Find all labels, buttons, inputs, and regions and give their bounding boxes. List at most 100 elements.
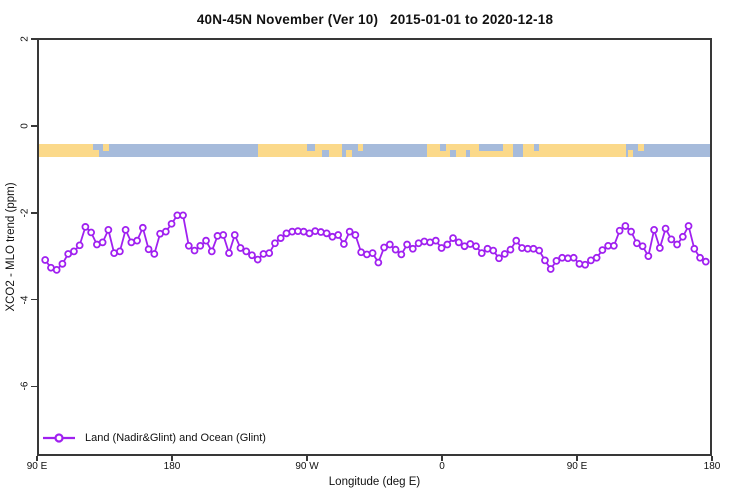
y-tick-label: -2 (19, 208, 31, 218)
map-band-segment (39, 144, 93, 157)
data-point-marker (598, 246, 607, 254)
data-point-marker (265, 249, 274, 258)
data-point-marker (495, 254, 503, 263)
data-point-marker (454, 238, 463, 247)
map-band-segment (534, 144, 539, 152)
data-point-marker (207, 247, 216, 256)
data-point-marker (385, 240, 394, 249)
x-tick-mark (36, 456, 38, 461)
y-tick-label: 0 (19, 123, 31, 129)
data-point-marker (242, 247, 251, 256)
data-point-marker (535, 246, 544, 255)
data-point-marker (650, 226, 658, 234)
data-point-marker (431, 236, 440, 245)
data-point-marker (351, 231, 360, 239)
data-point-marker (70, 247, 78, 256)
data-point-marker (661, 224, 670, 233)
data-point-marker (98, 238, 107, 247)
data-point-marker (271, 239, 279, 248)
data-point-marker (408, 244, 417, 253)
legend-line-marker-icon (43, 433, 75, 443)
legend: Land (Nadir&Glint) and Ocean (Glint) (42, 432, 266, 444)
x-tick-mark (306, 456, 308, 461)
data-point-marker (41, 256, 50, 264)
data-point-marker (368, 249, 377, 258)
data-point-marker (144, 245, 153, 254)
y-axis-title: XCO2 - MLO trend (ppm) (5, 182, 17, 312)
x-tick-label: 180 (703, 461, 721, 472)
chart-title: 40N-45N November (Ver 10) 2015-01-01 to … (196, 12, 554, 27)
data-point-marker (701, 257, 710, 266)
data-point-marker (322, 229, 331, 238)
data-point-marker (684, 222, 693, 230)
legend-label: Land (Nadir&Glint) and Ocean (Glint) (85, 432, 266, 444)
map-band-segment (638, 144, 644, 152)
map-band-segment (479, 144, 504, 152)
data-point-marker (380, 243, 388, 252)
y-tick-mark (31, 125, 37, 127)
data-point-marker (81, 223, 90, 231)
x-tick-label: 90 E (566, 461, 588, 472)
data-point-marker (75, 241, 84, 250)
world-map-band (39, 144, 710, 157)
data-point-marker (397, 250, 406, 259)
data-point-marker (230, 231, 239, 239)
data-point-marker (437, 244, 446, 252)
data-point-marker (161, 227, 170, 236)
data-point-marker (150, 250, 159, 258)
data-point-marker (138, 223, 147, 232)
data-point-marker (667, 235, 676, 244)
data-point-marker (678, 232, 687, 241)
data-point-marker (52, 266, 61, 274)
map-band-segment (103, 144, 109, 152)
data-point-marker (179, 211, 187, 220)
data-point-marker (219, 231, 228, 239)
data-point-marker (592, 253, 601, 262)
data-point-marker (253, 255, 262, 264)
data-point-marker (167, 219, 176, 228)
data-point-marker (225, 249, 233, 258)
data-point-marker (696, 253, 704, 262)
data-point-marker (627, 227, 635, 236)
data-point-marker (334, 231, 343, 239)
y-tick-mark (31, 385, 37, 388)
data-point-marker (391, 245, 400, 254)
data-point-marker (133, 236, 141, 245)
data-point-marker (546, 265, 555, 273)
y-tick-label: 2 (19, 36, 31, 42)
map-band-segment (440, 144, 446, 152)
data-series-layer (41, 211, 710, 274)
data-point-marker (644, 252, 653, 260)
x-tick-mark (441, 456, 443, 461)
y-tick-label: -4 (19, 295, 31, 305)
data-point-marker (638, 242, 647, 251)
plot-area: Land (Nadir&Glint) and Ocean (Glint) (37, 38, 712, 456)
x-tick-label: 0 (439, 461, 445, 472)
data-point-marker (236, 244, 245, 252)
data-point-marker (569, 253, 578, 262)
x-tick-label: 90 E (26, 461, 48, 472)
data-point-marker (87, 228, 96, 237)
y-tick-label: -6 (19, 381, 31, 391)
data-point-marker (615, 226, 624, 235)
map-band-segment (357, 144, 364, 152)
data-point-marker (449, 234, 457, 242)
data-point-marker (340, 240, 348, 248)
data-point-marker (115, 247, 124, 256)
data-point-marker (673, 240, 681, 249)
data-point-marker (196, 241, 205, 250)
y-tick-mark (31, 298, 37, 301)
data-point-marker (403, 240, 411, 249)
map-band-segment (426, 144, 627, 157)
data-point-marker (276, 234, 285, 242)
data-point-marker (104, 226, 113, 234)
map-band-segment (449, 149, 457, 157)
x-tick-mark (711, 456, 713, 461)
y-tick-mark (31, 212, 37, 214)
map-band-segment (346, 149, 352, 157)
data-point-marker (552, 257, 561, 265)
data-point-marker (506, 245, 515, 254)
map-band-segment (628, 149, 634, 157)
data-point-marker (633, 239, 641, 248)
data-point-marker (472, 242, 480, 251)
